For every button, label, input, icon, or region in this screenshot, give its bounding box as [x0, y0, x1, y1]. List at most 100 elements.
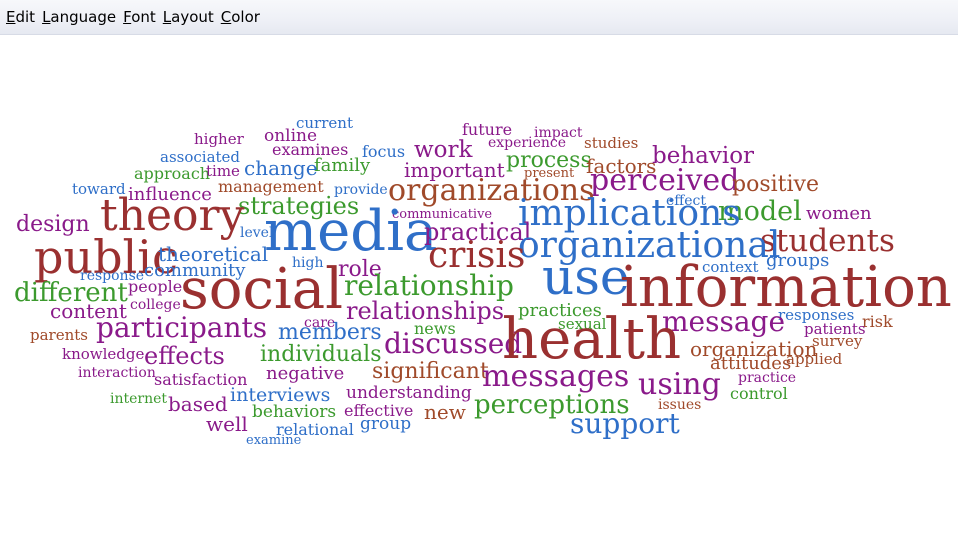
- menu-color[interactable]: Color: [221, 8, 260, 26]
- word-information: information: [620, 255, 952, 320]
- word-design: design: [16, 212, 90, 237]
- word-behaviors: behaviors: [252, 402, 337, 422]
- word-time: time: [206, 162, 240, 180]
- word-interaction: interaction: [78, 365, 156, 381]
- menu-label: olor: [231, 8, 260, 26]
- word-groups: groups: [766, 250, 830, 271]
- word-participants: participants: [96, 311, 268, 344]
- word-implications: implications: [518, 193, 741, 234]
- word-important: important: [404, 158, 505, 182]
- word-future: future: [462, 120, 513, 139]
- word-care: care: [304, 315, 336, 331]
- word-organizational: organizational: [518, 225, 781, 266]
- word-role: role: [338, 257, 382, 282]
- word-survey: survey: [812, 332, 863, 350]
- word-work: work: [414, 137, 473, 163]
- menu-bar: Edit Language Font Layout Color: [0, 0, 958, 35]
- word-studies: studies: [584, 134, 639, 152]
- word-organizations: organizations: [388, 173, 595, 208]
- word-practice: practice: [738, 370, 797, 386]
- word-cloud: current future impact higher online experienc…: [0, 36, 958, 549]
- menu-label: ont: [131, 8, 156, 26]
- word-members: members: [278, 320, 382, 345]
- word-messages: messages: [482, 359, 630, 394]
- word-parents: parents: [30, 326, 88, 344]
- word-responses: responses: [778, 306, 855, 324]
- menu-layout[interactable]: Layout: [163, 8, 214, 26]
- word-health: health: [502, 307, 682, 372]
- word-understanding: understanding: [346, 383, 472, 403]
- word-provide: provide: [334, 182, 388, 198]
- word-news: news: [414, 319, 456, 338]
- word-perceptions: perceptions: [474, 390, 630, 420]
- word-discussed: discussed: [384, 327, 523, 360]
- word-current: current: [296, 114, 353, 132]
- word-influence: influence: [128, 184, 212, 205]
- word-students: students: [760, 223, 895, 259]
- word-practical: practical: [424, 218, 532, 246]
- word-satisfaction: satisfaction: [154, 370, 248, 389]
- word-toward: toward: [72, 180, 126, 198]
- word-family: family: [314, 155, 371, 176]
- word-experience: experience: [488, 135, 567, 151]
- word-attitudes: attitudes: [710, 353, 792, 374]
- word-college: college: [130, 297, 181, 313]
- word-associated: associated: [160, 148, 241, 166]
- menu-mnemonic: F: [123, 8, 132, 26]
- word-relationship: relationship: [344, 269, 514, 302]
- word-community: community: [144, 260, 246, 281]
- word-effects: effects: [144, 342, 225, 370]
- word-impact: impact: [534, 125, 583, 141]
- word-media: media: [264, 199, 438, 264]
- word-level: level: [240, 225, 274, 241]
- word-content: content: [50, 299, 127, 323]
- word-control: control: [730, 384, 788, 403]
- word-management: management: [218, 177, 324, 196]
- word-examine: examine: [246, 433, 302, 448]
- word-strategies: strategies: [238, 192, 360, 220]
- word-negative: negative: [266, 363, 345, 384]
- word-approach: approach: [134, 164, 211, 183]
- word-message: message: [662, 305, 786, 338]
- word-effect: effect: [666, 193, 706, 209]
- word-positive: positive: [732, 172, 819, 197]
- word-communicative: communicative: [392, 207, 493, 222]
- word-women: women: [806, 203, 872, 224]
- menu-edit[interactable]: Edit: [6, 8, 35, 26]
- word-relationships: relationships: [346, 297, 505, 325]
- word-risk: risk: [862, 312, 893, 331]
- word-factors: factors: [586, 154, 657, 178]
- word-significant: significant: [372, 359, 489, 384]
- menu-mnemonic: C: [220, 8, 232, 26]
- word-focus: focus: [362, 142, 406, 161]
- word-examines: examines: [272, 140, 349, 159]
- word-applied: applied: [786, 350, 843, 368]
- word-theoretical: theoretical: [158, 242, 269, 266]
- word-using: using: [638, 367, 721, 402]
- word-knowledge: knowledge: [62, 345, 145, 363]
- word-relational: relational: [276, 420, 354, 439]
- menu-font[interactable]: Font: [123, 8, 156, 26]
- word-practices: practices: [518, 300, 602, 321]
- menu-label: ayout: [171, 8, 214, 26]
- menu-label: anguage: [50, 8, 117, 26]
- word-interviews: interviews: [230, 384, 331, 406]
- word-new: new: [424, 400, 466, 424]
- word-patients: patients: [804, 320, 866, 338]
- word-theory: theory: [100, 190, 245, 241]
- word-online: online: [264, 126, 318, 146]
- word-effective: effective: [344, 401, 414, 420]
- word-well: well: [206, 412, 248, 436]
- word-process: process: [506, 148, 592, 173]
- menu-mnemonic: L: [42, 8, 51, 26]
- word-high: high: [292, 255, 324, 271]
- word-issues: issues: [658, 397, 702, 413]
- word-model: model: [718, 196, 802, 227]
- word-behavior: behavior: [652, 143, 755, 169]
- word-people: people: [128, 277, 183, 296]
- word-support: support: [570, 407, 680, 440]
- word-public: public: [34, 230, 178, 284]
- word-social: social: [180, 257, 344, 322]
- menu-language[interactable]: Language: [42, 8, 116, 26]
- menu-label: dit: [15, 8, 36, 26]
